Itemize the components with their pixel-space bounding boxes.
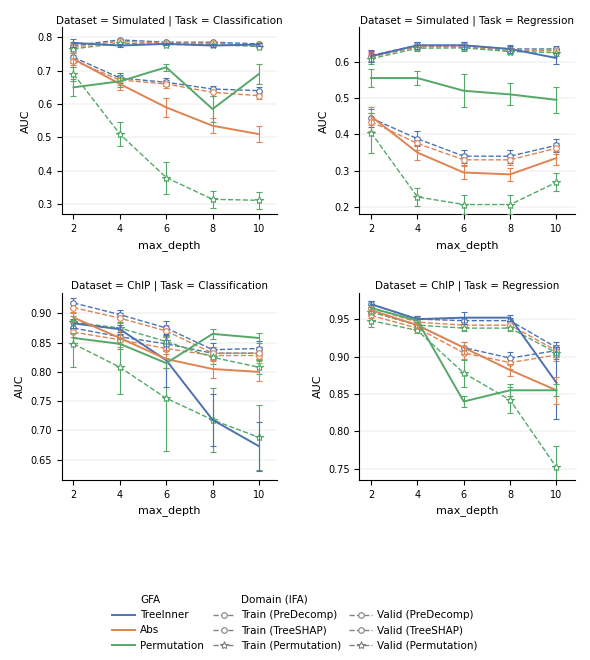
Title: Dataset = Simulated | Task = Classification: Dataset = Simulated | Task = Classificat… [57,15,283,26]
Title: Dataset = ChIP | Task = Regression: Dataset = ChIP | Task = Regression [375,280,559,291]
Legend: GFA, TreeInner, Abs, Permutation, Domain (IFA), Train (PreDecomp), Train (TreeSH: GFA, TreeInner, Abs, Permutation, Domain… [108,591,482,655]
Y-axis label: AUC: AUC [313,375,323,398]
X-axis label: max_depth: max_depth [436,506,499,516]
Y-axis label: AUC: AUC [15,375,25,398]
Y-axis label: AUC: AUC [319,109,329,133]
Y-axis label: AUC: AUC [21,109,31,133]
X-axis label: max_depth: max_depth [436,240,499,251]
Title: Dataset = Simulated | Task = Regression: Dataset = Simulated | Task = Regression [360,15,574,26]
X-axis label: max_depth: max_depth [139,240,201,251]
X-axis label: max_depth: max_depth [139,506,201,516]
Title: Dataset = ChIP | Task = Classification: Dataset = ChIP | Task = Classification [71,280,268,291]
